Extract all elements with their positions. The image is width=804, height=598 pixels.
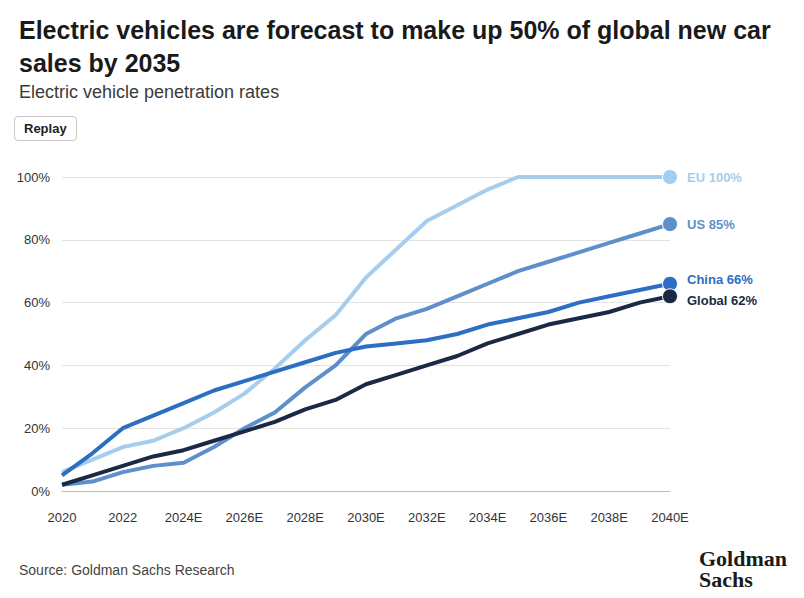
html-text:Replay: Replay <box>24 121 67 136</box>
svg-text:Source: Goldman Sachs Research: Source: Goldman Sachs Research <box>19 562 235 578</box>
svg-text:Electric vehicles are forecast: Electric vehicles are forecast to make u… <box>19 16 778 44</box>
svg-text:2032E: 2032E <box>408 510 446 525</box>
svg-text:Global 62%: Global 62% <box>687 293 758 308</box>
svg-text:sales by 2035: sales by 2035 <box>19 49 180 77</box>
svg-text:2030E: 2030E <box>347 510 385 525</box>
svg-text:2022: 2022 <box>108 510 137 525</box>
svg-text:2038E: 2038E <box>590 510 628 525</box>
svg-text:40%: 40% <box>24 358 50 373</box>
svg-text:2028E: 2028E <box>286 510 324 525</box>
svg-text:0%: 0% <box>31 484 50 499</box>
svg-text:2020: 2020 <box>48 510 77 525</box>
svg-text:60%: 60% <box>24 295 50 310</box>
svg-text:China 66%: China 66% <box>687 272 753 287</box>
svg-text:2026E: 2026E <box>226 510 264 525</box>
svg-text:100%: 100% <box>17 170 51 185</box>
svg-text:2036E: 2036E <box>530 510 568 525</box>
svg-text:US 85%: US 85% <box>687 217 735 232</box>
svg-text:2040E: 2040E <box>651 510 689 525</box>
svg-text:2034E: 2034E <box>469 510 507 525</box>
svg-text:80%: 80% <box>24 232 50 247</box>
svg-text:2024E: 2024E <box>165 510 203 525</box>
svg-text:Sachs: Sachs <box>699 567 753 592</box>
svg-text:Electric vehicle penetration r: Electric vehicle penetration rates <box>19 82 279 102</box>
svg-text:EU 100%: EU 100% <box>687 170 742 185</box>
svg-text:20%: 20% <box>24 421 50 436</box>
svg-text:Goldman: Goldman <box>699 546 787 571</box>
